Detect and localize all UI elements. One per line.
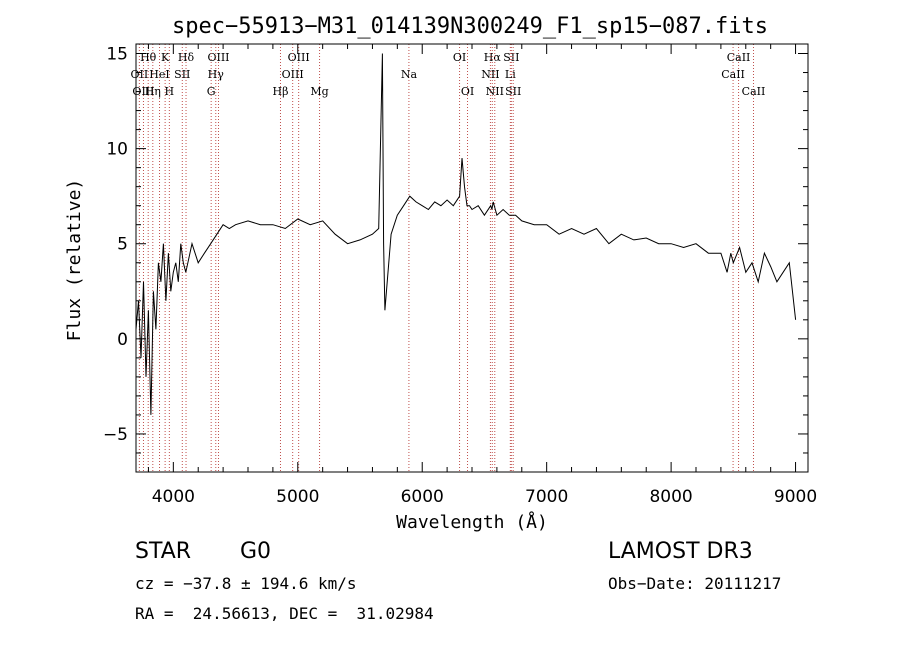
x-tick-label: 5000 <box>276 487 319 507</box>
y-tick-label: 10 <box>106 140 128 160</box>
x-axis: 4000 5000 6000 7000 8000 9000 <box>147 44 817 507</box>
marker-label: Hβ <box>273 85 289 98</box>
marker-label: G <box>207 85 216 98</box>
marker-label: Hα <box>484 51 502 64</box>
x-tick-label: 9000 <box>774 487 817 507</box>
marker-label: Hγ <box>208 68 225 81</box>
velocity-readout: cz = −37.8 ± 194.6 km/s <box>135 574 357 593</box>
marker-label: CaII <box>742 85 766 98</box>
object-class: STAR <box>135 539 192 564</box>
marker-label: Li <box>505 68 516 81</box>
y-tick-label: −5 <box>103 425 128 445</box>
marker-label: Hη <box>145 85 161 98</box>
x-tick-label: 7000 <box>525 487 568 507</box>
marker-label: SII <box>174 68 190 81</box>
survey-name: LAMOST DR3 <box>608 539 753 564</box>
marker-label: Mg <box>310 85 328 98</box>
marker-label: HeI <box>149 68 169 81</box>
x-tick-label: 8000 <box>649 487 692 507</box>
object-subclass: G0 <box>240 539 272 564</box>
y-tick-label: 0 <box>117 330 128 350</box>
marker-label: K <box>161 51 170 64</box>
x-tick-label: 6000 <box>401 487 444 507</box>
spectrum-line <box>135 53 797 415</box>
marker-label: CaII <box>721 68 745 81</box>
marker-label: Hδ <box>178 51 195 64</box>
marker-label: Hθ <box>140 51 157 64</box>
marker-label: SII <box>503 51 519 64</box>
marker-label: OIII <box>282 68 304 81</box>
coordinates-readout: RA = 24.56613, DEC = 31.02984 <box>135 604 434 623</box>
marker-label: OI <box>461 85 474 98</box>
marker-label: Na <box>401 68 418 81</box>
chart-title: spec−55913−M31_014139N300249_F1_sp15−087… <box>172 14 768 39</box>
y-tick-label: 15 <box>106 45 128 65</box>
marker-label: NII <box>486 85 504 98</box>
marker-label: NII <box>481 68 499 81</box>
marker-label: OII <box>131 68 149 81</box>
y-tick-label: 5 <box>117 235 128 255</box>
y-axis-label: Flux (relative) <box>64 179 85 342</box>
marker-label: SII <box>505 85 521 98</box>
marker-label: OIII <box>288 51 310 64</box>
marker-label: CaII <box>727 51 751 64</box>
y-axis: −5 0 5 10 15 <box>103 45 808 473</box>
observation-date: Obs−Date: 20111217 <box>608 574 782 593</box>
x-tick-label: 4000 <box>152 487 195 507</box>
marker-label: OIII <box>132 85 154 98</box>
marker-label: OIII <box>207 51 229 64</box>
marker-label: OI <box>453 51 466 64</box>
marker-label: H <box>165 85 175 98</box>
x-axis-label: Wavelength (Å) <box>396 511 548 533</box>
